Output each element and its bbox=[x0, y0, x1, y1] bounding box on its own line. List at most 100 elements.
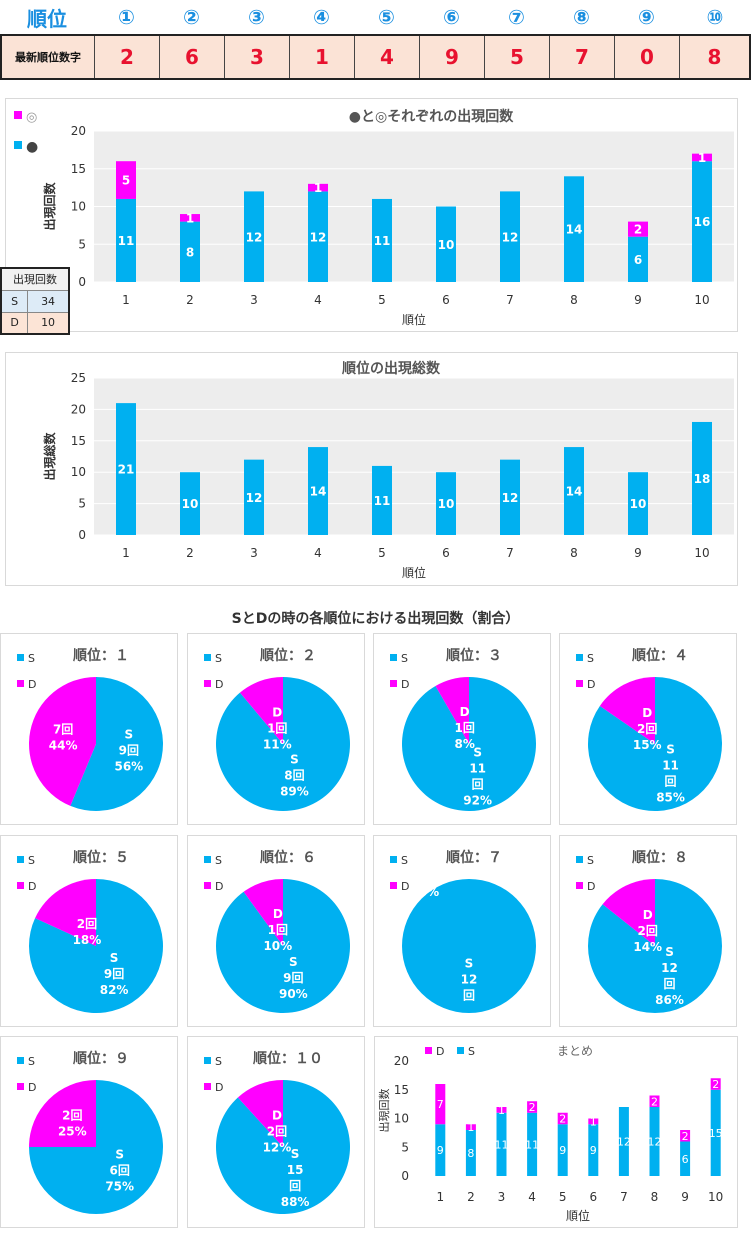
pie-slice-d bbox=[239, 677, 283, 744]
bar-value-6 bbox=[436, 472, 456, 535]
data-label: 2 bbox=[712, 1078, 719, 1091]
pie-label-s: 8回 bbox=[284, 768, 304, 782]
chart-title: 順位の出現総数 bbox=[342, 360, 441, 377]
pie-slice-d bbox=[602, 879, 655, 946]
rank-position-4: ④ bbox=[313, 5, 330, 29]
data-label: 12 bbox=[310, 230, 327, 244]
x-tick-label: 4 bbox=[314, 293, 322, 307]
data-label: 12 bbox=[246, 491, 263, 505]
x-tick-label: 9 bbox=[681, 1190, 689, 1204]
bar-S-8 bbox=[649, 1107, 660, 1176]
bar-◎-4 bbox=[308, 183, 328, 192]
data-label: 11 bbox=[525, 1138, 539, 1151]
pie-label-s: 92% bbox=[463, 793, 492, 807]
bar-S-10 bbox=[710, 1089, 721, 1176]
x-axis-label: 順位 bbox=[402, 565, 426, 580]
legend-label-s: S bbox=[215, 652, 222, 665]
pie-panel-1: S D 順位：１ S 9回 56% 7回 44% bbox=[0, 633, 178, 825]
data-label: 1 bbox=[590, 1115, 597, 1128]
data-label: 11 bbox=[374, 234, 391, 248]
pie-label-d: 44% bbox=[49, 738, 78, 752]
legend-swatch-d bbox=[425, 1047, 432, 1054]
bar-value-1 bbox=[116, 403, 136, 535]
bar-●-5 bbox=[372, 198, 392, 282]
data-label: 2 bbox=[682, 1130, 689, 1143]
rank-position-3: ③ bbox=[248, 5, 265, 29]
legend-label-d: D bbox=[28, 1081, 36, 1094]
y-tick-label: 5 bbox=[78, 497, 86, 511]
pie-title: 順位：３ bbox=[446, 647, 502, 664]
sd-count-table: 出現回数 S 34 D 10 bbox=[0, 267, 70, 335]
bar-value-9 bbox=[628, 472, 648, 535]
bar-D-6 bbox=[588, 1118, 599, 1125]
x-tick-label: 4 bbox=[314, 546, 322, 560]
data-label: 14 bbox=[566, 485, 583, 499]
x-tick-label: 2 bbox=[186, 546, 194, 560]
sd-table-d-key: D bbox=[0, 311, 29, 335]
legend-label-d: D bbox=[28, 678, 36, 691]
y-tick-label: 0 bbox=[401, 1169, 409, 1183]
data-label: 1 bbox=[186, 211, 194, 225]
pie-label-s: S bbox=[110, 951, 119, 965]
bar-S-1 bbox=[435, 1124, 446, 1176]
legend-swatch-s bbox=[576, 654, 583, 661]
pie-title: 順位：１ bbox=[73, 647, 129, 664]
bar-●-9 bbox=[628, 236, 648, 282]
legend-label-d: D bbox=[587, 880, 595, 893]
latest-digit-9: 0 bbox=[614, 36, 679, 78]
data-label: 10 bbox=[438, 497, 455, 511]
pie-label-d: D bbox=[642, 706, 652, 720]
x-axis-label: 順位 bbox=[566, 1208, 590, 1223]
pie-label-s: 82% bbox=[100, 983, 129, 997]
pie-title: 順位：９ bbox=[73, 1050, 129, 1067]
pie-label-s: 9回 bbox=[104, 967, 124, 981]
pie-panel-3: S D 順位：３ S 11 回 92% D 1回 8% bbox=[373, 633, 551, 825]
pie-panel-10: S D 順位：１０ S 15 回 88% D 2回 12% bbox=[187, 1036, 365, 1228]
bar-●-2 bbox=[180, 221, 200, 282]
pie-panel-4: S D 順位：４ S 11 回 85% D 2回 15% bbox=[559, 633, 737, 825]
legend-swatch-s bbox=[204, 1057, 211, 1064]
total-appearance-chart-panel: 0 5 10 15 20 25 1 21 2 10 3 12 4 14 5 11 6 10 7 12 8 14 9 10 10 1… bbox=[5, 352, 738, 586]
x-tick-label: 3 bbox=[498, 1190, 506, 1204]
rank-position-1: ① bbox=[118, 5, 135, 29]
bar-◎-9 bbox=[628, 221, 648, 237]
y-tick-label: 0 bbox=[78, 528, 86, 542]
legend-label-s: S bbox=[215, 1055, 222, 1068]
latest-digits-label: 最新順位数字 bbox=[2, 36, 94, 78]
pie-label-s: S bbox=[473, 745, 482, 759]
pie-label-d: 0% bbox=[419, 885, 439, 899]
summary-chart: 0510152019728131114112592691712081229621… bbox=[377, 1044, 723, 1223]
bar-D-3 bbox=[496, 1107, 507, 1113]
pie-label-s: 15 bbox=[287, 1163, 304, 1177]
x-tick-label: 6 bbox=[589, 1190, 597, 1204]
pie-label-d: 2回 bbox=[638, 924, 658, 938]
legend-swatch-d bbox=[17, 882, 24, 889]
y-tick-label: 0 bbox=[78, 275, 86, 289]
data-label: 0 bbox=[620, 1095, 627, 1108]
legend-swatch-circle bbox=[14, 141, 22, 149]
rank-position-10: ⑩ bbox=[706, 5, 724, 29]
pie-label-d: 2回 bbox=[267, 1124, 287, 1138]
x-tick-label: 9 bbox=[634, 546, 642, 560]
data-label: 11 bbox=[374, 494, 391, 508]
x-tick-label: 4 bbox=[528, 1190, 536, 1204]
pie-label-d: 18% bbox=[73, 933, 102, 947]
pie-title: 順位：５ bbox=[73, 849, 129, 866]
legend-swatch-s bbox=[390, 856, 397, 863]
sd-table-d-value: 10 bbox=[27, 311, 70, 335]
latest-digit-8: 7 bbox=[549, 36, 614, 78]
y-tick-label: 20 bbox=[394, 1054, 409, 1068]
pie-label-d: 15% bbox=[633, 738, 662, 752]
rank-position-7: ⑦ bbox=[508, 5, 525, 29]
y-axis-label: 出現回数 bbox=[42, 182, 57, 231]
y-tick-label: 5 bbox=[401, 1140, 409, 1154]
data-label: 6 bbox=[634, 253, 642, 267]
bar-D-4 bbox=[527, 1101, 538, 1113]
data-label: 2 bbox=[634, 223, 642, 237]
pie-title: 順位：４ bbox=[632, 647, 688, 664]
